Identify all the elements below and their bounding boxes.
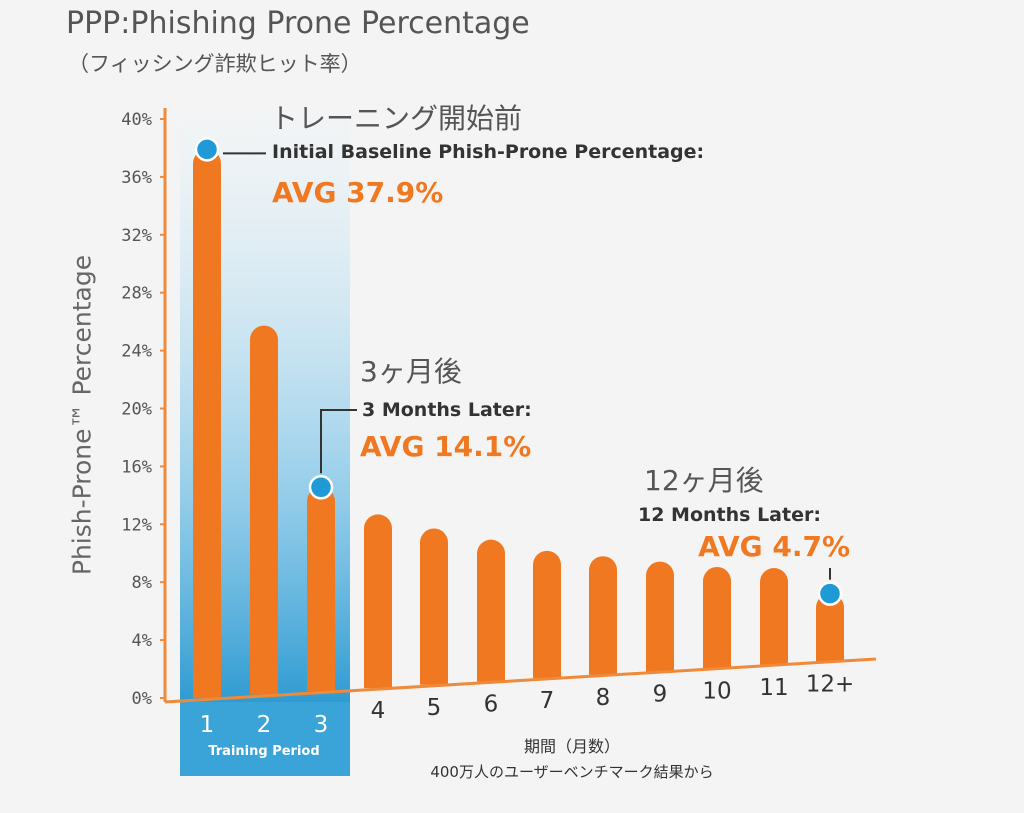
y-tick-label: 32% — [121, 226, 152, 246]
bars — [193, 149, 844, 698]
highlight-marker — [308, 475, 334, 500]
x-tick-label: 5 — [427, 695, 442, 721]
y-tick-label: 20% — [121, 400, 152, 420]
twelve-month-jp-label: 12ヶ月後 — [644, 464, 764, 497]
x-tick-label: 9 — [653, 682, 668, 708]
y-tick-label: 8% — [132, 573, 152, 593]
three-month-en-label: 3 Months Later: — [362, 399, 532, 421]
bar — [533, 550, 561, 679]
three-month-leader-line — [320, 409, 357, 474]
y-tick-label: 24% — [121, 342, 152, 362]
x-tick-label: 10 — [702, 678, 731, 704]
bar — [477, 539, 505, 682]
y-tick-label: 12% — [121, 515, 152, 535]
training-period-label: Training Period — [208, 744, 319, 759]
highlight-marker — [817, 581, 843, 606]
chart-subtitle: （フィッシング詐欺ヒット率） — [68, 52, 362, 76]
y-tick-label: 40% — [121, 110, 152, 130]
annotation-leaders — [223, 152, 831, 580]
bar — [760, 568, 788, 665]
x-tick-label: 6 — [484, 692, 499, 718]
x-tick-label: 7 — [540, 688, 555, 714]
x-axis-line — [164, 657, 877, 704]
bar — [816, 593, 844, 662]
bar — [250, 325, 278, 695]
x-axis-note: 400万人のユーザーベンチマーク結果から — [430, 763, 713, 781]
y-tick-label: 36% — [121, 168, 152, 188]
bar — [646, 561, 674, 672]
twelve-month-avg-label: AVG 4.7% — [698, 530, 850, 563]
x-tick-label: 4 — [371, 698, 386, 724]
highlight-markers — [194, 137, 843, 606]
bar — [589, 556, 617, 675]
x-tick-label: 8 — [596, 685, 611, 711]
three-month-jp-label: 3ヶ月後 — [360, 355, 462, 388]
bar — [703, 566, 731, 669]
initial-en-label: Initial Baseline Phish-Prone Percentage: — [272, 141, 704, 163]
bar — [364, 514, 392, 689]
highlight-marker — [194, 137, 220, 162]
bar — [420, 528, 448, 685]
bar — [193, 149, 221, 698]
twelve-month-en-label: 12 Months Later: — [638, 504, 821, 526]
x-tick-label: 1 — [200, 712, 215, 738]
y-tick-label: 0% — [132, 689, 152, 709]
x-tick-label: 3 — [314, 712, 329, 738]
y-tick-label: 16% — [121, 457, 152, 477]
initial-jp-label: トレーニング開始前 — [270, 102, 522, 135]
chart-title: PPP:Phishing Prone Percentage — [66, 6, 530, 41]
x-axis-ticks: 1 2 3 4 5 6 7 8 9 10 11 12+ — [200, 672, 855, 738]
y-tick-label: 4% — [132, 631, 152, 651]
x-tick-label: 11 — [759, 675, 788, 701]
three-month-avg-label: AVG 14.1% — [360, 430, 531, 463]
training-period-box — [180, 702, 350, 776]
x-axis-label: 期間（月数） — [524, 737, 620, 756]
y-tick-label: 28% — [121, 284, 152, 304]
x-tick-label: 12+ — [806, 672, 855, 698]
y-axis-ticks: 0% 4% 8% 12% 16% 20% 24% 28% 32% 36% 40% — [121, 110, 165, 709]
initial-avg-label: AVG 37.9% — [272, 176, 443, 209]
bar — [307, 487, 335, 692]
x-tick-label: 2 — [257, 712, 272, 738]
